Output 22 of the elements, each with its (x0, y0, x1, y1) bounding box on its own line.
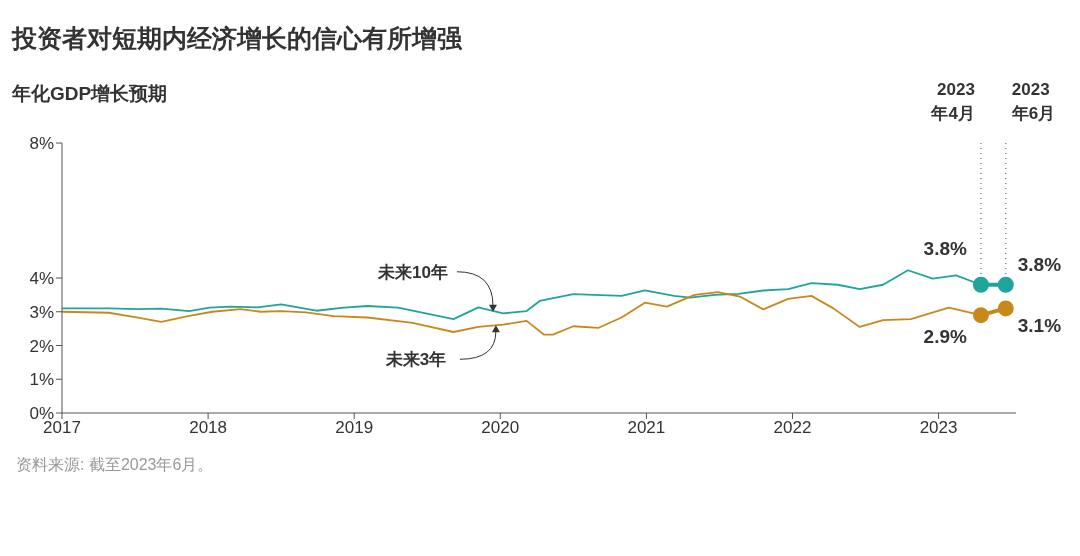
x-tick-label: 2020 (481, 418, 520, 438)
x-tick-label: 2023 (919, 418, 958, 438)
data-label: 3.8% (923, 237, 968, 259)
y-tick-label: 3% (29, 302, 54, 322)
x-tick-label: 2019 (335, 418, 374, 438)
annotation: 未来3年 (384, 350, 447, 370)
annotation: 未来10年 (377, 262, 448, 282)
x-tick-label: 2022 (773, 418, 812, 438)
y-tick-label: 8% (29, 134, 54, 154)
y-tick-label: 2% (29, 336, 54, 356)
y-tick-label: 1% (29, 370, 54, 390)
x-tick-label: 2018 (189, 418, 228, 438)
data-label: 3.1% (1017, 315, 1062, 337)
y-tick-label: 4% (29, 269, 54, 289)
text: 资料来源: 截至2023年6月。 (15, 455, 215, 475)
x-tick-label: 2021 (627, 418, 666, 438)
ref-line-label: 2023 年4月 (930, 80, 975, 123)
data-label: 3.8% (1017, 253, 1062, 275)
ref-line-label: 2023 年6月 (1010, 80, 1056, 123)
y-axis-title: 年化GDP增长预期 (12, 83, 168, 104)
data-label: 2.9% (923, 326, 968, 348)
chart-title: 投资者对短期内经济增长的信心有所增强 (10, 23, 463, 54)
